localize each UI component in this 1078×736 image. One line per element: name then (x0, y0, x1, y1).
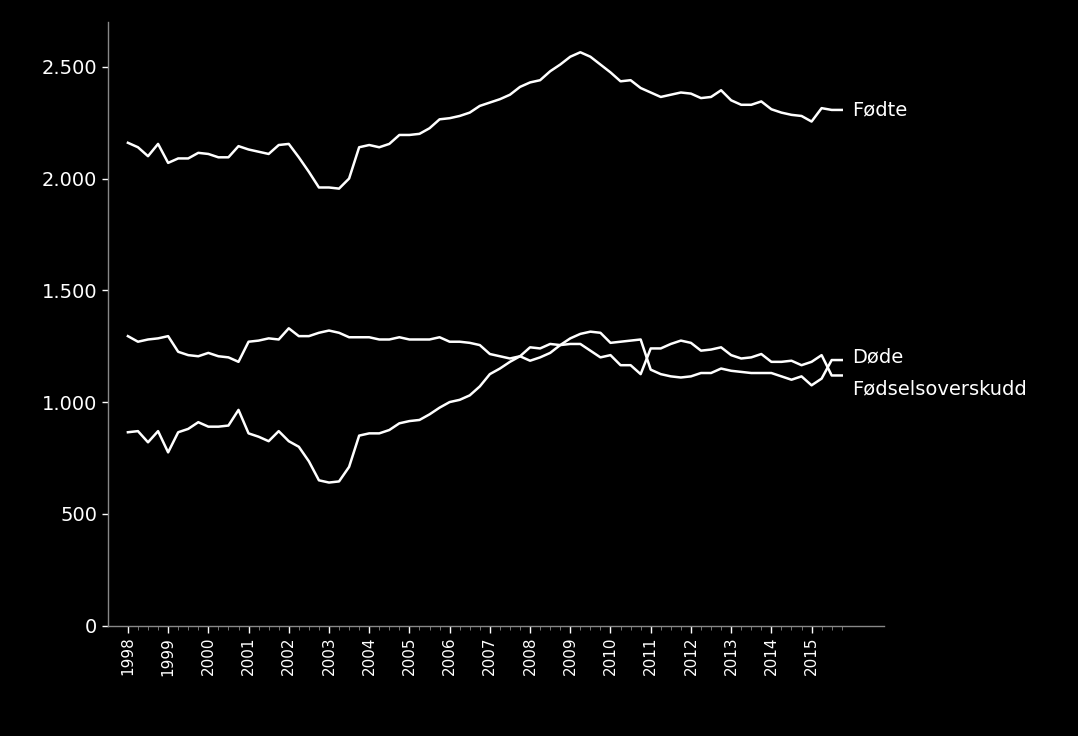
Text: Døde: Døde (852, 348, 903, 367)
Text: Fødte: Fødte (852, 100, 907, 119)
Text: Fødselsoverskudd: Fødselsoverskudd (852, 379, 1026, 398)
